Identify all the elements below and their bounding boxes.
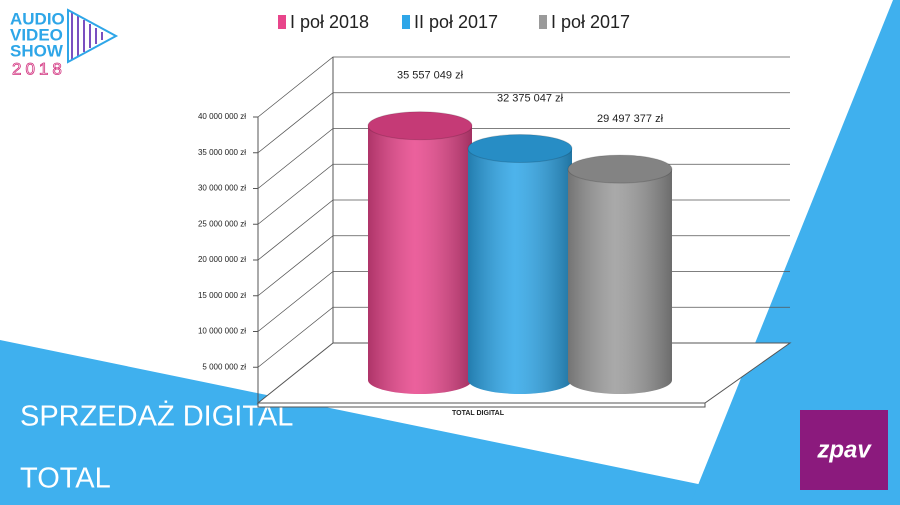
brand-logo (800, 410, 888, 490)
y-tick-label: 5 000 000 zł (202, 362, 246, 371)
logo-year: 2018 (12, 59, 66, 78)
brand-text: zpav (816, 436, 872, 463)
value-label: 35 557 049 zł (397, 70, 464, 82)
logo-text: VIDEO (10, 25, 63, 44)
slide-title: TOTAL (20, 463, 111, 495)
cylinder (567, 154, 673, 394)
bar-top (367, 111, 473, 141)
legend-label: I poł 2017 (551, 12, 630, 32)
bar-top-shade (368, 111, 472, 140)
grid-line (257, 92, 790, 154)
logo-text: AUDIO (10, 9, 65, 28)
blue-band (690, 0, 900, 505)
legend-swatch (539, 15, 547, 29)
grid-line (257, 128, 790, 189)
value-label: 32 375 047 zł (497, 92, 564, 104)
y-tick-label: 15 000 000 zł (198, 291, 246, 300)
blue-band (0, 340, 800, 505)
chart-floor (257, 402, 706, 408)
legend-swatch (278, 15, 286, 29)
legend-label: II poł 2017 (414, 12, 498, 32)
bar-top (467, 134, 573, 164)
y-tick-label: 35 000 000 zł (198, 148, 246, 157)
bar-shade (368, 125, 472, 395)
cylinder (467, 134, 573, 394)
y-tick-label: 40 000 000 zł (198, 112, 246, 121)
value-label: 29 497 377 zł (597, 113, 664, 125)
legend-label: I poł 2018 (290, 12, 369, 32)
grid-line (257, 56, 790, 118)
y-tick-label: 25 000 000 zł (198, 219, 246, 228)
y-tick-label: 30 000 000 zł (198, 184, 246, 193)
slide-title: SPRZEDAŻ DIGITAL (20, 400, 293, 433)
logo-mark (67, 8, 119, 64)
y-tick-label: 20 000 000 zł (198, 255, 246, 264)
bar-shade (468, 148, 572, 394)
bar-top-shade (568, 155, 672, 184)
bar-top (567, 154, 673, 184)
legend-swatch (402, 15, 410, 29)
bar-shade (568, 169, 672, 394)
cylinder (367, 111, 473, 395)
bar-top-shade (468, 134, 572, 163)
x-tick-label: TOTAL DIGITAL (452, 410, 505, 417)
logo-text: SHOW (10, 41, 64, 60)
y-tick-label: 10 000 000 zł (198, 327, 246, 336)
